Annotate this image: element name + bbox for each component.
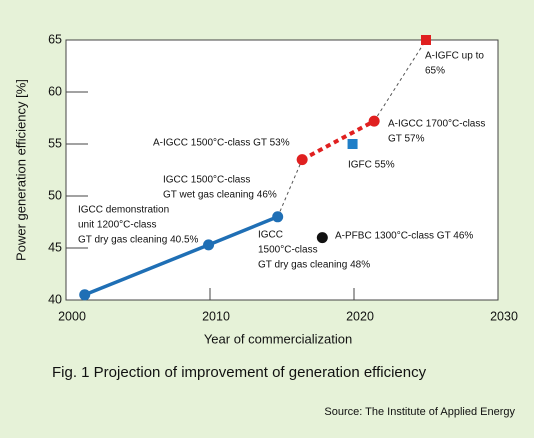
annotation: GT dry gas cleaning 40.5% — [78, 235, 199, 246]
annotation: GT dry gas cleaning 48% — [258, 260, 370, 271]
y-axis-label: Power generation efficiency [%] — [13, 79, 28, 261]
y-tick-label: 45 — [48, 240, 62, 254]
annotation: IGCC — [258, 230, 283, 241]
marker — [316, 232, 328, 244]
y-tick-label: 40 — [48, 292, 62, 306]
marker — [296, 154, 308, 166]
annotation: unit 1200°C-class — [78, 220, 156, 231]
x-tick-label: 2020 — [346, 309, 374, 323]
annotation: A-IGCC 1700°C-class — [388, 119, 485, 130]
marker — [203, 239, 215, 251]
series-line — [301, 119, 376, 162]
marker — [347, 139, 358, 149]
annotation: 1500°C-class — [258, 245, 318, 256]
annotation: GT wet gas cleaning 46% — [163, 190, 277, 201]
x-axis-label: Year of commercialization — [204, 331, 352, 346]
marker — [272, 211, 284, 223]
annotation: IGFC 55% — [348, 160, 395, 171]
annotation: 65% — [425, 66, 445, 77]
y-tick-label: 60 — [48, 84, 62, 98]
y-tick-label: 65 — [48, 32, 62, 46]
marker — [79, 289, 91, 301]
annotation: GT 57% — [388, 134, 425, 145]
marker — [368, 115, 380, 127]
connector — [373, 39, 427, 122]
annotation: A-IGCC 1500°C-class GT 53% — [153, 138, 290, 149]
x-tick-label: 2030 — [490, 309, 518, 323]
y-tick-label: 55 — [48, 136, 62, 150]
annotation: IGCC demonstration — [78, 205, 169, 216]
caption: Fig. 1 Projection of improvement of gene… — [52, 364, 427, 381]
x-tick-label: 2010 — [202, 309, 230, 323]
plot-area — [65, 39, 499, 301]
connector — [277, 159, 303, 217]
y-tick-label: 50 — [48, 188, 62, 202]
annotation: IGCC 1500°C-class — [163, 175, 250, 186]
marker — [421, 35, 431, 45]
source: Source: The Institute of Applied Energy — [324, 406, 515, 418]
annotation: A-IGFC up to — [425, 51, 484, 62]
x-tick-label: 2000 — [58, 309, 86, 323]
annotation: A-PFBC 1300°C-class GT 46% — [335, 231, 473, 242]
